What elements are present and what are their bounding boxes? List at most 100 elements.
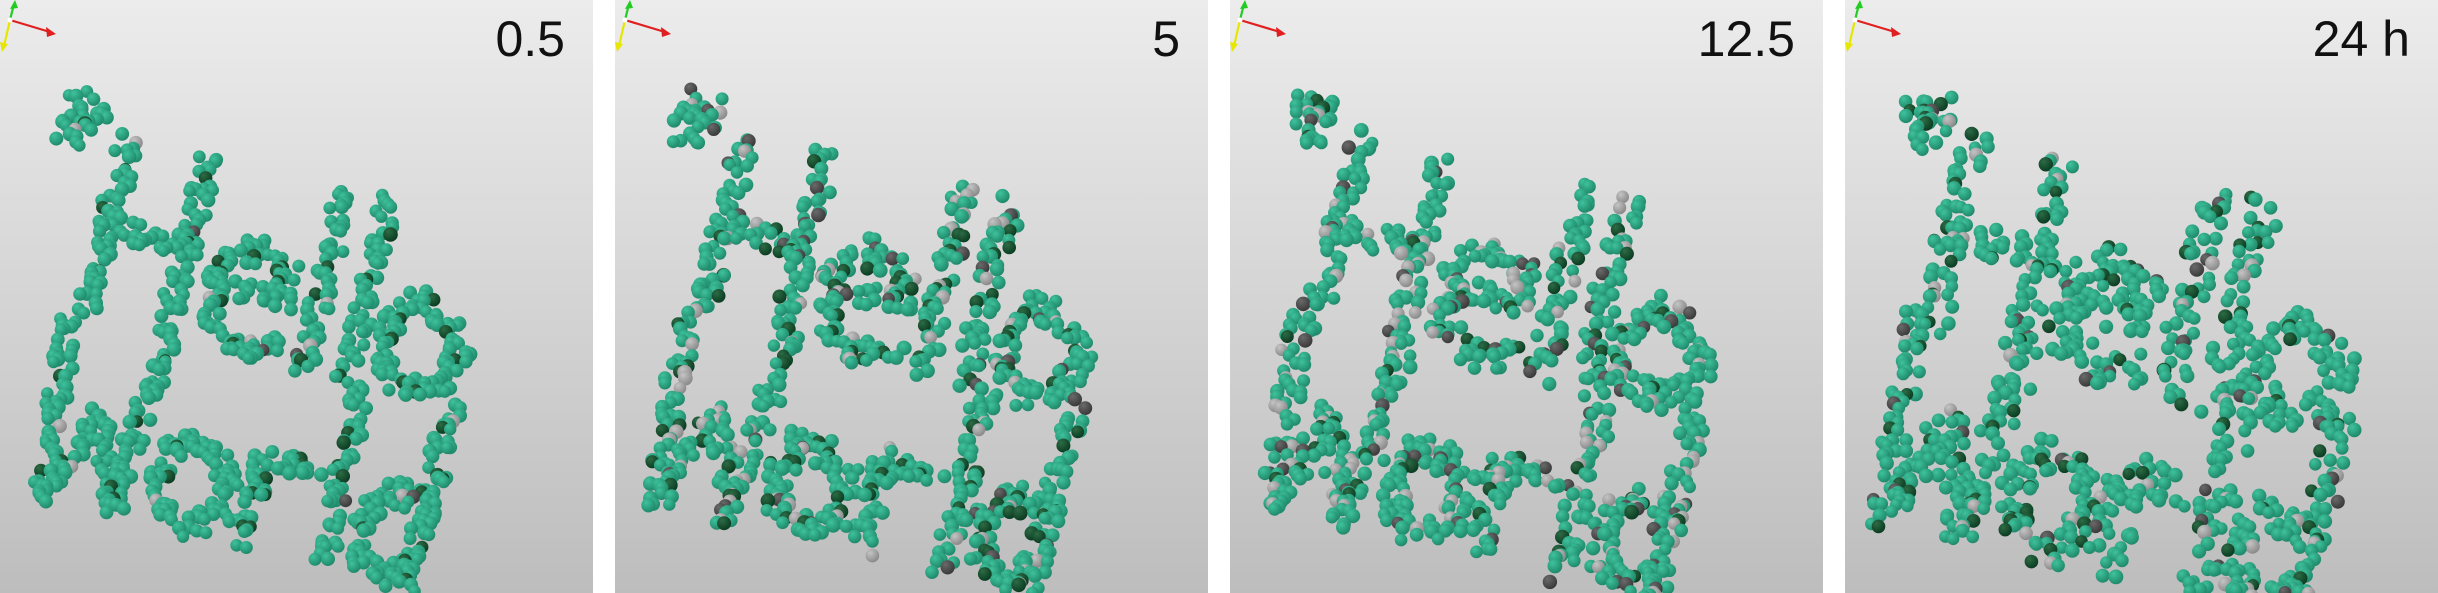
bead — [2159, 370, 2172, 383]
bead — [1627, 332, 1641, 346]
bead — [1877, 469, 1890, 482]
bead — [980, 272, 994, 286]
bead — [123, 415, 137, 429]
bead — [1013, 506, 1028, 521]
bead — [2269, 420, 2282, 433]
bead — [2016, 343, 2028, 355]
bead — [439, 385, 452, 398]
bead — [271, 344, 284, 357]
bead — [768, 339, 780, 351]
bead — [2199, 484, 2212, 497]
bead — [183, 185, 196, 198]
bead — [1966, 530, 1979, 543]
bead — [2099, 300, 2113, 314]
bead — [2233, 245, 2246, 258]
bead — [2037, 183, 2050, 196]
bead — [152, 363, 165, 376]
bead — [1494, 498, 1507, 511]
bead — [900, 302, 914, 316]
bead — [770, 357, 782, 369]
bead — [1290, 118, 1303, 131]
bead — [1932, 414, 1946, 428]
bead — [1380, 514, 1393, 527]
bead — [1985, 252, 1998, 265]
bead — [840, 520, 853, 533]
bead — [978, 567, 992, 581]
bead — [2075, 354, 2090, 369]
bead — [1875, 497, 1888, 510]
bead — [749, 435, 762, 448]
bead — [213, 307, 227, 321]
bead — [1378, 454, 1391, 467]
bead — [404, 532, 417, 545]
bead — [1630, 217, 1643, 230]
bead — [2347, 423, 2361, 437]
bead — [444, 423, 456, 435]
bead — [992, 370, 1007, 385]
bead — [117, 501, 131, 515]
bead — [1078, 401, 1092, 415]
bead — [1315, 137, 1327, 149]
bead — [2106, 504, 2119, 517]
bead — [2286, 420, 2299, 433]
bead — [2238, 424, 2251, 437]
bead — [1657, 320, 1672, 335]
bead — [1973, 159, 1987, 173]
bead — [1940, 125, 1952, 137]
bead — [1543, 575, 1557, 589]
bead — [1680, 437, 1693, 450]
bead — [73, 287, 87, 301]
bead — [2109, 570, 2124, 585]
bead — [717, 516, 731, 530]
bead — [379, 579, 393, 593]
bead — [2039, 464, 2052, 477]
bead — [437, 476, 450, 489]
bead — [1929, 135, 1943, 149]
bead — [223, 515, 236, 528]
bead — [2184, 247, 2198, 261]
bead — [860, 354, 873, 367]
bead — [810, 181, 824, 195]
bead — [712, 289, 726, 303]
bead — [357, 523, 371, 537]
bead — [1566, 487, 1580, 501]
bead — [772, 378, 787, 393]
bead — [1300, 136, 1313, 149]
bead — [1569, 275, 1582, 288]
bead — [1047, 395, 1061, 409]
bead — [2070, 311, 2083, 324]
bead — [1354, 487, 1367, 500]
bead — [2269, 342, 2282, 355]
bead — [889, 350, 904, 365]
bead — [1322, 422, 1335, 435]
bead — [2221, 294, 2234, 307]
bead — [1568, 554, 1581, 567]
bead — [2185, 224, 2199, 238]
bead — [963, 402, 976, 415]
bead — [1901, 500, 1913, 512]
bead — [2025, 555, 2039, 569]
bead — [217, 487, 231, 501]
bead — [238, 525, 251, 538]
bead — [2114, 243, 2128, 257]
bead — [1597, 386, 1611, 400]
bead — [2264, 201, 2278, 215]
bead — [1506, 305, 1520, 319]
bead — [1991, 436, 2005, 450]
bead — [2107, 273, 2120, 286]
bead — [115, 127, 129, 141]
bead — [1958, 187, 1972, 201]
bead-cluster — [615, 0, 1208, 593]
bead — [441, 442, 454, 455]
bead — [2209, 232, 2223, 246]
bead — [2010, 254, 2024, 268]
bead — [1061, 332, 1074, 345]
bead — [1441, 153, 1454, 166]
panel-24h: 24 h — [1845, 0, 2438, 593]
bead — [1586, 541, 1600, 555]
bead — [811, 208, 826, 223]
bead — [995, 189, 1009, 203]
bead — [983, 305, 998, 320]
bead — [1530, 329, 1543, 342]
